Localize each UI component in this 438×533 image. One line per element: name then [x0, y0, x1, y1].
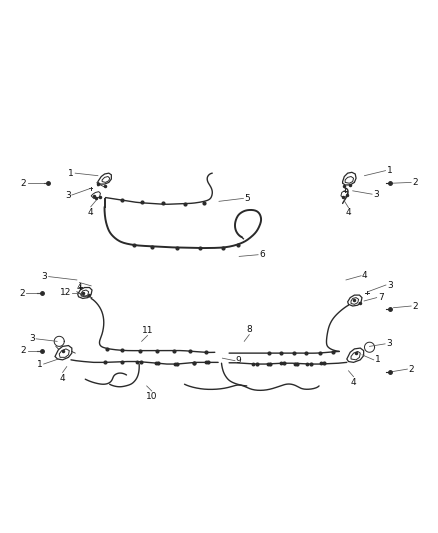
Text: 3: 3 [29, 334, 35, 343]
Text: 4: 4 [362, 271, 367, 280]
Text: 2: 2 [413, 178, 418, 187]
Text: 3: 3 [65, 190, 71, 199]
Text: 2: 2 [408, 365, 414, 374]
Text: 8: 8 [247, 325, 252, 334]
Text: 4: 4 [77, 284, 82, 292]
Text: 6: 6 [259, 250, 265, 259]
Text: 3: 3 [374, 190, 379, 199]
Text: 4: 4 [346, 208, 351, 217]
Text: 11: 11 [142, 326, 153, 335]
Text: 2: 2 [21, 179, 26, 188]
Text: 4: 4 [351, 377, 357, 386]
Text: 1: 1 [37, 360, 42, 368]
Text: 3: 3 [387, 280, 393, 289]
Text: 2: 2 [21, 346, 26, 355]
Text: 3: 3 [42, 272, 47, 281]
Text: 10: 10 [146, 392, 158, 401]
Text: 1: 1 [68, 168, 74, 177]
Text: 3: 3 [386, 340, 392, 349]
Text: 4: 4 [60, 374, 65, 383]
Text: 12: 12 [60, 288, 71, 297]
Text: 1: 1 [374, 356, 380, 365]
Text: 4: 4 [88, 208, 94, 216]
Text: 5: 5 [244, 194, 250, 203]
Text: 1: 1 [387, 166, 393, 175]
Text: 9: 9 [236, 356, 242, 365]
Text: 2: 2 [19, 289, 25, 298]
Text: 7: 7 [378, 293, 384, 302]
Text: 2: 2 [413, 302, 418, 311]
